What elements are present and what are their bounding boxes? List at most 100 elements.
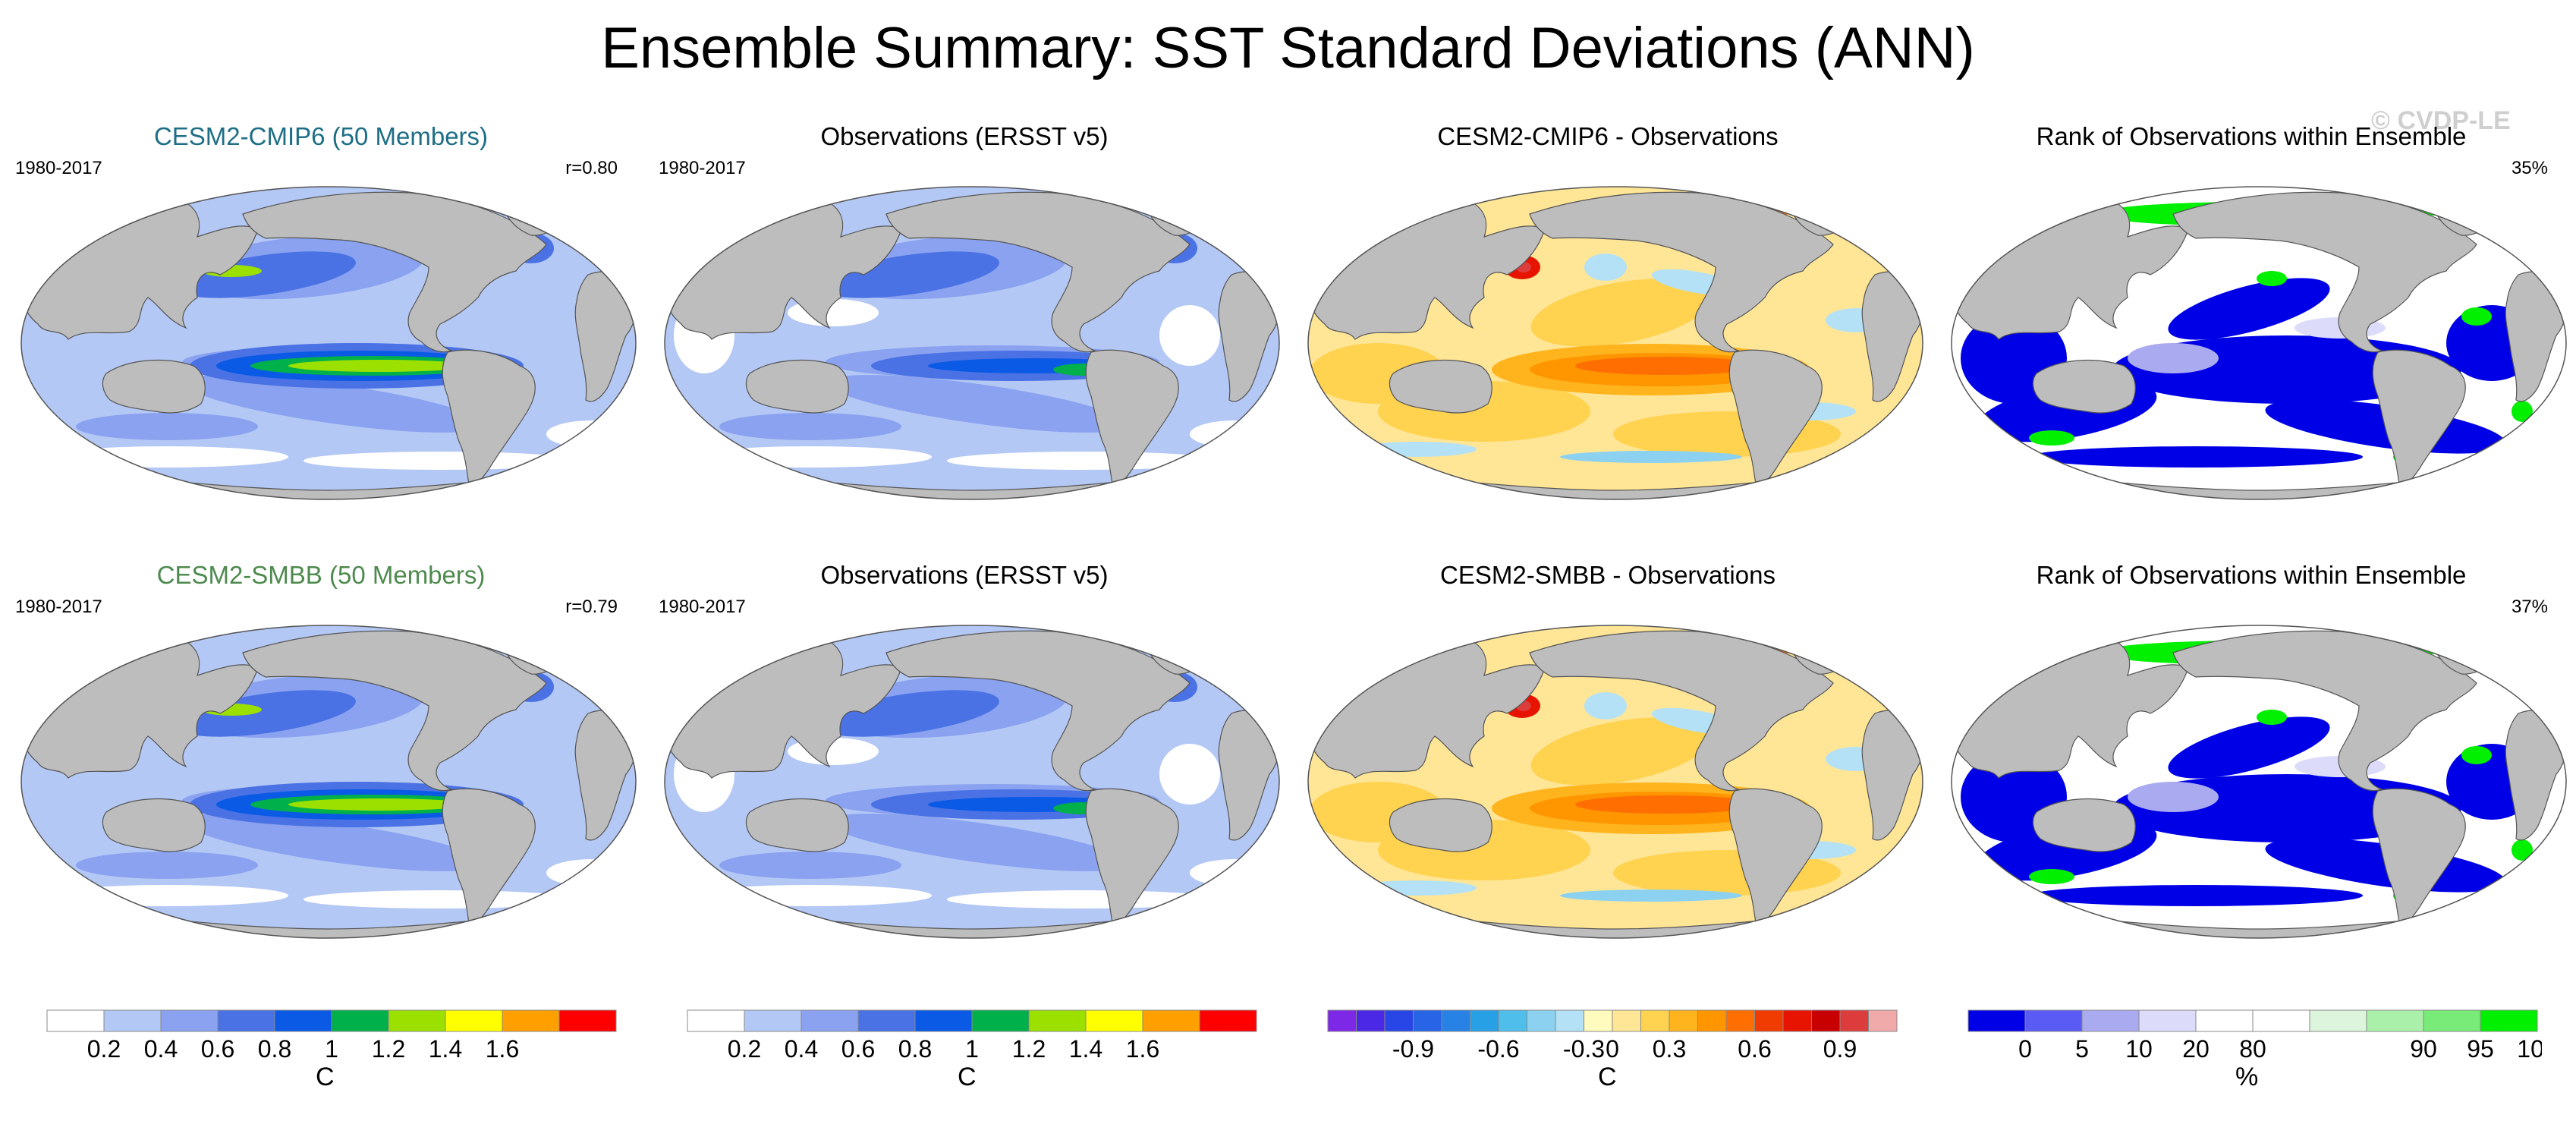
colorbar-tick-label: 95 xyxy=(2467,1035,2494,1060)
colorbar-box xyxy=(1697,1009,1727,1032)
colorbar-std-obs: 0.2 0.4 0.6 0.8 1 1.2 1.4 1.6 xyxy=(684,1007,1261,1121)
sst-map xyxy=(1945,622,2572,941)
colorbar-box xyxy=(160,1009,219,1032)
figure-title: Ensemble Summary: SST Standard Deviation… xyxy=(601,16,1975,80)
colorbar-tick-label: 0.8 xyxy=(258,1035,291,1060)
colorbar-box xyxy=(1441,1009,1470,1032)
colorbar-box xyxy=(2138,1009,2197,1032)
panel-rank-smbb: Rank of Observations within Ensemble 37% xyxy=(1930,559,2572,999)
colorbar-box xyxy=(2195,1009,2254,1032)
colorbar-tick-label: 1.4 xyxy=(1069,1035,1102,1060)
map-outline xyxy=(664,186,1280,500)
rank-percent: 35% xyxy=(2511,158,2548,178)
colorbar-box xyxy=(103,1009,162,1032)
ocean-field xyxy=(1952,625,2566,938)
colorbar-tick-label: 1.2 xyxy=(372,1035,405,1060)
map-outline xyxy=(20,625,637,939)
period-label: 1980-2017 xyxy=(15,597,102,617)
colorbar-tick-label: 0.9 xyxy=(1823,1035,1857,1060)
colorbar-box xyxy=(2309,1009,2367,1032)
panel-title: Observations (ERSST v5) xyxy=(820,122,1109,150)
colorbar-box xyxy=(1327,1009,1357,1032)
colorbar-tick-label: 0 xyxy=(2018,1035,2032,1060)
colorbar-box xyxy=(2366,1009,2424,1032)
colorbar-box xyxy=(1028,1009,1087,1032)
colorbar-box xyxy=(217,1009,275,1032)
panel-cesm2-cmip6-std: CESM2-CMIP6 (50 Members) 1980-2017 r=0.8… xyxy=(0,120,642,560)
colorbar-tick-label: 0.2 xyxy=(87,1035,121,1060)
colorbar-box xyxy=(2024,1009,2083,1032)
ocean-field xyxy=(1308,187,1923,499)
colorbar-box xyxy=(1612,1009,1641,1032)
colorbar-box xyxy=(1868,1009,1898,1032)
map-outline xyxy=(1951,186,2567,500)
colorbar-box xyxy=(1413,1009,1442,1032)
colorbar-tick-label: 20 xyxy=(2182,1035,2210,1060)
colorbar-tick-label: -0.9 xyxy=(1392,1035,1434,1060)
colorbar-box xyxy=(445,1009,503,1032)
ocean-field xyxy=(665,187,1279,499)
colorbar-box xyxy=(2480,1009,2538,1032)
panel-cmip6-minus-obs: CESM2-CMIP6 - Observations xyxy=(1287,120,1929,560)
watermark: © CVDP-LE xyxy=(2371,106,2511,135)
colorbar-tick-label: 5 xyxy=(2075,1035,2089,1060)
map-outline xyxy=(1307,186,1923,500)
period-label: 1980-2017 xyxy=(659,158,746,178)
colorbar-box xyxy=(1142,1009,1200,1032)
colorbar-box xyxy=(1555,1009,1584,1032)
panel-rank-cmip6: Rank of Observations within Ensemble 35% xyxy=(1930,120,2572,560)
colorbar-box xyxy=(2081,1009,2140,1032)
panel-title: CESM2-SMBB (50 Members) xyxy=(156,561,486,589)
colorbar-tick-label: 0 xyxy=(1606,1035,1619,1060)
colorbar-tick-label: 0.4 xyxy=(144,1035,178,1060)
colorbar-tick-label: 90 xyxy=(2410,1035,2437,1060)
colorbar-box xyxy=(2423,1009,2481,1032)
colorbar-box xyxy=(687,1009,745,1032)
sst-map xyxy=(659,622,1285,941)
colorbar-tick-label: 0.6 xyxy=(841,1035,875,1060)
period-label: 1980-2017 xyxy=(659,597,746,617)
colorbar-box xyxy=(971,1009,1030,1032)
period-label: 1980-2017 xyxy=(15,158,102,178)
panel-title: CESM2-CMIP6 (50 Members) xyxy=(153,122,489,150)
map-outline xyxy=(1951,625,2567,939)
colorbar-box xyxy=(1384,1009,1414,1032)
panel-title: Observations (ERSST v5) xyxy=(820,561,1109,589)
colorbar-tick-label: 1.4 xyxy=(429,1035,462,1060)
sst-map xyxy=(1945,184,2572,502)
colorbar-box xyxy=(502,1009,560,1032)
panel-observations-std: Observations (ERSST v5) 1980-2017 xyxy=(643,120,1285,560)
sst-map xyxy=(659,184,1285,502)
colorbar-unit: C xyxy=(316,1063,335,1091)
colorbar-box xyxy=(1470,1009,1499,1032)
colorbar-box xyxy=(744,1009,802,1032)
map-outline xyxy=(1307,625,1923,939)
colorbar-tick-label: 1.6 xyxy=(486,1035,519,1060)
colorbar-box xyxy=(1967,1009,2026,1032)
sst-map xyxy=(1302,622,1929,941)
colorbar-tick-label: -0.3 xyxy=(1563,1035,1605,1060)
colorbar-tick-label: 0.6 xyxy=(201,1035,234,1060)
colorbar-box xyxy=(46,1009,105,1032)
colorbar-tick-label: 1 xyxy=(325,1035,338,1060)
colorbar-box xyxy=(1669,1009,1698,1032)
colorbar-tick-label: 0.2 xyxy=(728,1035,761,1060)
pattern-correlation: r=0.79 xyxy=(565,597,618,617)
sst-map xyxy=(1302,184,1929,502)
panel-cesm2-smbb-std: CESM2-SMBB (50 Members) 1980-2017 r=0.79 xyxy=(0,559,642,999)
colorbar-tick-label: 100 xyxy=(2517,1035,2542,1060)
colorbar-tick-label: 1 xyxy=(965,1035,979,1060)
colorbar-unit: C xyxy=(958,1063,977,1091)
ocean-field xyxy=(665,625,1279,938)
colorbar-box xyxy=(1839,1009,1869,1032)
colorbar-unit: % xyxy=(2235,1063,2259,1091)
colorbar-box xyxy=(857,1009,916,1032)
colorbar-unit: C xyxy=(1598,1063,1617,1091)
colorbar-diff: -0.9 -0.6 -0.3 0 0.3 0.6 0.9 xyxy=(1325,1007,1901,1121)
colorbar-box xyxy=(331,1009,389,1032)
colorbar-box xyxy=(274,1009,332,1032)
colorbar-tick-label: 0.4 xyxy=(785,1035,818,1060)
colorbar-box xyxy=(558,1009,617,1032)
panel-title: CESM2-SMBB - Observations xyxy=(1440,561,1776,589)
colorbar-box xyxy=(1782,1009,1812,1032)
